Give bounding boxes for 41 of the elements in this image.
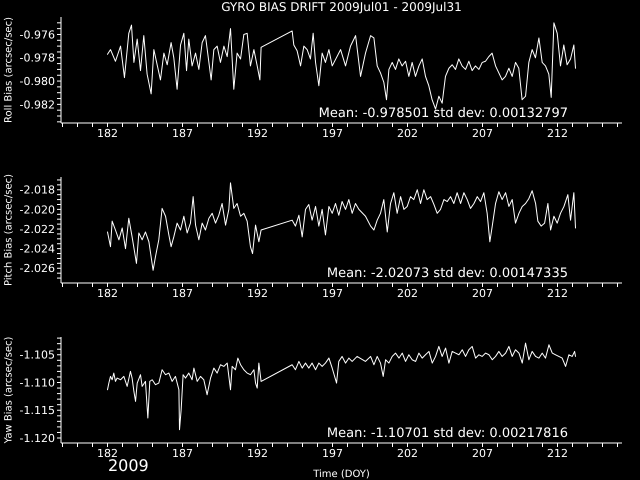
x-tick-label: 192 (247, 446, 268, 460)
y-axis-title: Yaw Bias (arcsec/sec) (4, 336, 15, 444)
x-tick-label: 207 (472, 126, 493, 140)
x-tick-label: 207 (472, 286, 493, 300)
x-tick-label: 202 (397, 446, 418, 460)
y-tick-label: -0.976 (20, 28, 55, 42)
y-tick-label: -1.115 (20, 404, 55, 418)
annotation: Mean: -1.10701 std dev: 0.00217816 (326, 426, 568, 441)
y-tick-label: -2.026 (20, 262, 55, 276)
chart-title: GYRO BIAS DRIFT 2009Jul01 - 2009Jul31 (220, 0, 463, 15)
y-tick-label: -2.018 (20, 184, 55, 197)
y-tick-label: -0.982 (20, 98, 55, 112)
y-tick-label: -0.978 (20, 52, 55, 65)
y-tick-label: -1.120 (20, 432, 55, 445)
x-tick-label: 187 (172, 286, 193, 300)
x-tick-label: 197 (322, 126, 343, 140)
y-tick-label: -2.020 (20, 203, 55, 216)
x-tick-label: 192 (247, 126, 268, 140)
x-tick-label: 207 (472, 446, 493, 460)
x-tick-label: 182 (97, 126, 118, 140)
x-tick-label: 197 (322, 286, 343, 300)
y-tick-label: -2.024 (20, 242, 55, 256)
x-tick-label: 212 (547, 446, 568, 460)
y-axis-title: Roll Bias (arcsec/sec) (4, 16, 15, 123)
x-tick-label: 187 (172, 126, 193, 140)
x-tick-label: 212 (547, 286, 568, 300)
y-axis-title: Pitch Bias (arcsec/sec) (4, 174, 15, 286)
x-tick-label: 212 (547, 126, 568, 140)
y-tick-label: -0.980 (20, 74, 55, 88)
y-tick-label: -1.110 (20, 376, 55, 390)
annotation: Mean: -0.978501 std dev: 0.00132797 (318, 106, 568, 121)
y-tick-label: -2.022 (20, 222, 55, 236)
x-tick-label: 187 (172, 446, 193, 460)
x-tick-label: 197 (322, 446, 343, 460)
x-tick-label: 182 (97, 286, 118, 300)
annotation: Mean: -2.02073 std dev: 0.00147335 (326, 266, 568, 281)
x-tick-label: 192 (247, 286, 268, 300)
x-tick-label: 202 (397, 286, 418, 300)
y-tick-label: -1.105 (20, 348, 55, 362)
x-tick-label: 202 (397, 126, 418, 140)
x-axis-title: Time (DOY) (312, 469, 370, 480)
